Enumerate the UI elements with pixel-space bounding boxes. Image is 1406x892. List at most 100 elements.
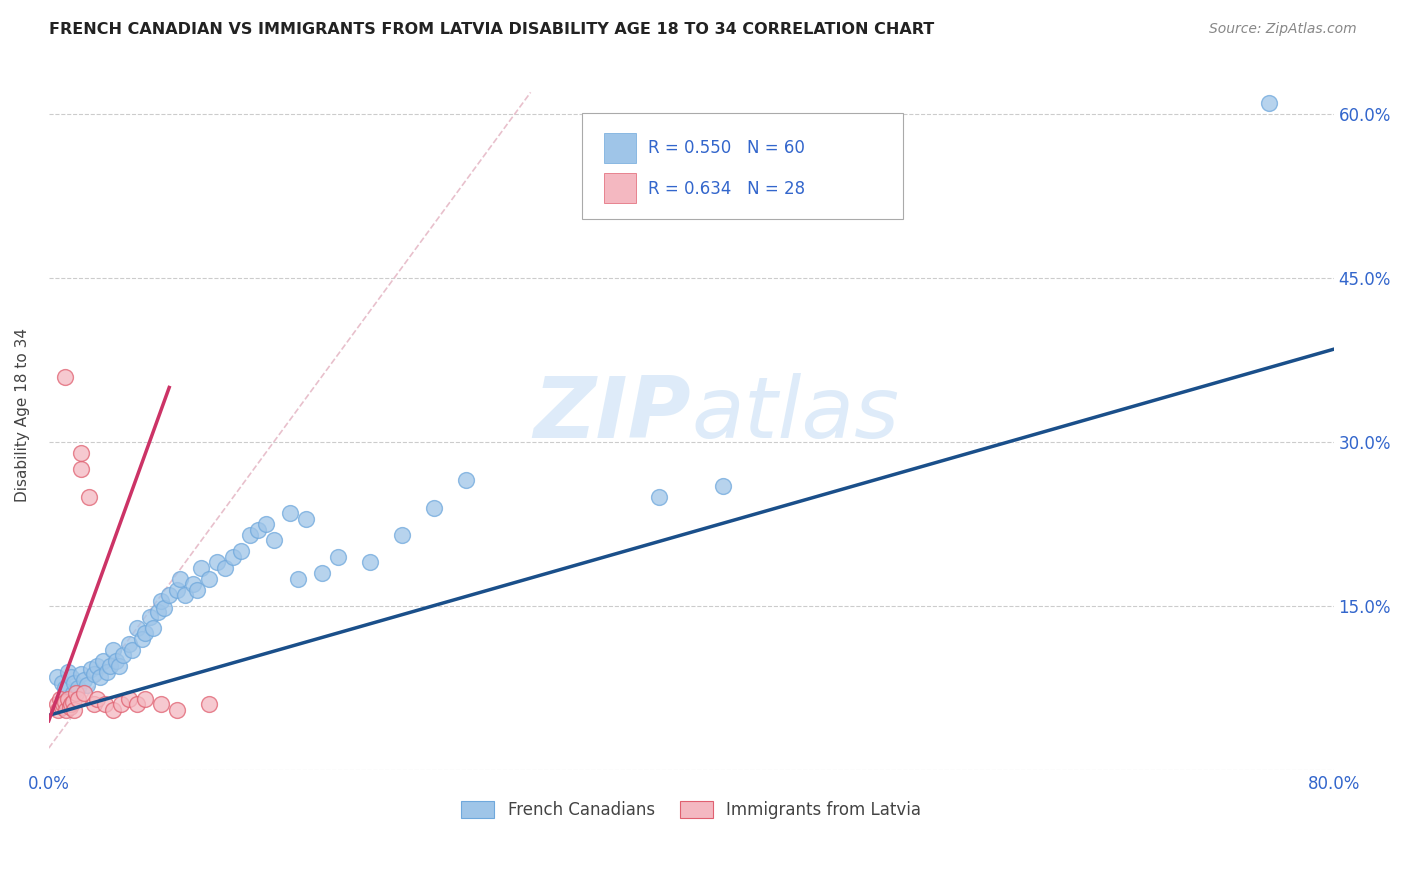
Point — [169, 572, 191, 586]
Point — [166, 582, 188, 597]
Point — [60, 698, 83, 712]
Point — [153, 601, 176, 615]
FancyBboxPatch shape — [603, 134, 636, 163]
Point — [181, 577, 204, 591]
Point — [51, 699, 73, 714]
FancyBboxPatch shape — [582, 113, 903, 219]
Text: FRENCH CANADIAN VS IMMIGRANTS FROM LATVIA DISABILITY AGE 18 TO 34 CORRELATION CH: FRENCH CANADIAN VS IMMIGRANTS FROM LATVI… — [49, 22, 935, 37]
Point — [98, 659, 121, 673]
Text: ZIP: ZIP — [533, 373, 692, 457]
Point — [55, 703, 77, 717]
Point — [166, 703, 188, 717]
Point — [186, 582, 208, 597]
Point — [207, 555, 229, 569]
Point — [60, 670, 83, 684]
Point — [142, 621, 165, 635]
Point — [359, 555, 381, 569]
Point — [198, 572, 221, 586]
Point — [83, 666, 105, 681]
Point — [70, 462, 93, 476]
Point — [263, 533, 285, 548]
Point — [118, 692, 141, 706]
Legend: French Canadians, Immigrants from Latvia: French Canadians, Immigrants from Latvia — [454, 794, 928, 826]
Point — [391, 528, 413, 542]
Point — [45, 698, 67, 712]
Point — [238, 528, 260, 542]
Point — [101, 703, 124, 717]
Point — [174, 588, 197, 602]
Point — [222, 549, 245, 564]
Point — [127, 621, 149, 635]
Point — [287, 572, 309, 586]
Point — [110, 698, 132, 712]
Point — [62, 686, 84, 700]
Y-axis label: Disability Age 18 to 34: Disability Age 18 to 34 — [15, 327, 30, 502]
Point — [52, 698, 75, 712]
Point — [59, 699, 82, 714]
Point — [157, 588, 180, 602]
Point — [49, 692, 72, 706]
Point — [648, 490, 671, 504]
Point — [89, 670, 111, 684]
Point — [711, 479, 734, 493]
Point — [93, 654, 115, 668]
Point — [53, 681, 76, 695]
Point — [66, 681, 89, 695]
Point — [118, 637, 141, 651]
Point — [77, 490, 100, 504]
Point — [51, 675, 73, 690]
Point — [139, 610, 162, 624]
Text: R = 0.550   N = 60: R = 0.550 N = 60 — [648, 139, 804, 157]
Point — [278, 506, 301, 520]
Point — [62, 695, 84, 709]
Point — [101, 642, 124, 657]
Point — [48, 703, 70, 717]
Point — [79, 663, 101, 677]
Point — [134, 692, 156, 706]
Text: Source: ZipAtlas.com: Source: ZipAtlas.com — [1209, 22, 1357, 37]
Point — [311, 566, 333, 581]
Point — [326, 549, 349, 564]
Point — [63, 675, 86, 690]
Point — [246, 523, 269, 537]
Point — [65, 686, 87, 700]
Point — [294, 511, 316, 525]
Text: R = 0.634   N = 28: R = 0.634 N = 28 — [648, 180, 804, 198]
Point — [134, 626, 156, 640]
Point — [70, 446, 93, 460]
Point — [1258, 96, 1281, 111]
Point — [423, 500, 446, 515]
FancyBboxPatch shape — [603, 173, 636, 203]
Point — [53, 369, 76, 384]
Point — [70, 666, 93, 681]
Point — [66, 692, 89, 706]
Point — [146, 605, 169, 619]
Point — [45, 670, 67, 684]
Point — [121, 642, 143, 657]
Point — [131, 632, 153, 646]
Point — [150, 698, 173, 712]
Point — [53, 695, 76, 709]
Text: atlas: atlas — [692, 373, 900, 457]
Point — [56, 665, 79, 679]
Point — [76, 678, 98, 692]
Point — [105, 654, 128, 668]
Point — [111, 648, 134, 663]
Point — [73, 686, 96, 700]
Point — [108, 659, 131, 673]
Point — [73, 673, 96, 688]
Point — [86, 659, 108, 673]
Point — [214, 561, 236, 575]
Point — [231, 544, 253, 558]
Point — [127, 698, 149, 712]
Point — [150, 593, 173, 607]
Point — [190, 561, 212, 575]
Point — [96, 665, 118, 679]
Point — [94, 698, 117, 712]
Point — [56, 692, 79, 706]
Point — [86, 692, 108, 706]
Point — [63, 703, 86, 717]
Point — [83, 698, 105, 712]
Point — [456, 474, 478, 488]
Point — [198, 698, 221, 712]
